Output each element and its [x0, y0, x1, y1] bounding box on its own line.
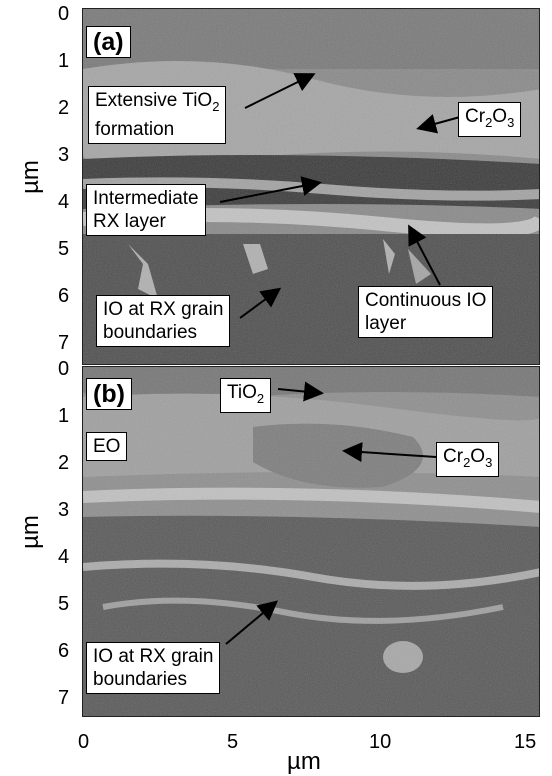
- y-axis-label-b: µm: [16, 515, 44, 549]
- ytick-a-2: 2: [58, 97, 70, 119]
- callout-cr2o3-b: Cr2O3: [436, 442, 500, 477]
- callout-io-grain-b: IO at RX grain boundaries: [86, 642, 221, 694]
- ytick-b-1: 1: [58, 405, 70, 427]
- ytick-a-4: 4: [58, 191, 70, 213]
- callout-tio2-line2: formation: [95, 118, 175, 140]
- ytick-b-0: 0: [58, 358, 70, 380]
- panel-b-label: (b): [86, 378, 132, 410]
- xtick-5: 5: [227, 731, 239, 753]
- xtick-10: 10: [369, 731, 392, 753]
- callout-cr2o3-a: Cr2O3: [458, 102, 522, 137]
- ytick-b-6: 6: [58, 640, 70, 662]
- micrograph-image-b: [83, 367, 539, 716]
- xtick-15: 15: [514, 731, 537, 753]
- callout-cio-line1: Continuous IO: [365, 290, 487, 311]
- callout-tio2-formation: Extensive TiO2 formation: [88, 86, 227, 144]
- callout-continuous-io: Continuous IO layer: [358, 286, 494, 338]
- ytick-a-5: 5: [58, 238, 70, 260]
- x-axis-label: µm: [287, 748, 321, 775]
- y-axis-label-a: µm: [16, 160, 44, 194]
- callout-io-b-line2: boundaries: [93, 669, 188, 690]
- ytick-a-7: 7: [58, 332, 70, 354]
- callout-cio-line2: layer: [365, 313, 407, 334]
- ytick-b-7: 7: [58, 687, 70, 709]
- panel-a-label: (a): [86, 26, 131, 58]
- callout-tio2-b: TiO2: [220, 378, 272, 413]
- callout-io-a-line1: IO at RX grain: [103, 299, 224, 320]
- callout-io-a-line2: boundaries: [103, 322, 198, 343]
- callout-intermediate-rx: Intermediate RX layer: [86, 184, 206, 236]
- ytick-b-2: 2: [58, 452, 70, 474]
- ytick-a-0: 0: [58, 3, 70, 25]
- callout-io-grain-a: IO at RX grain boundaries: [96, 295, 231, 347]
- ytick-b-4: 4: [58, 546, 70, 568]
- callout-tio2-sub: 2: [212, 98, 220, 114]
- callout-rx-line2: RX layer: [93, 211, 166, 232]
- callout-eo: EO: [86, 432, 128, 461]
- callout-rx-line1: Intermediate: [93, 188, 199, 209]
- ytick-a-3: 3: [58, 144, 70, 166]
- callout-tio2-line1: Extensive TiO: [95, 90, 213, 111]
- callout-io-b-line1: IO at RX grain: [93, 646, 214, 667]
- ytick-b-3: 3: [58, 499, 70, 521]
- xtick-0: 0: [78, 731, 90, 753]
- ytick-b-5: 5: [58, 593, 70, 615]
- micrograph-panel-b: [82, 366, 540, 717]
- ytick-a-1: 1: [58, 50, 70, 72]
- ytick-a-6: 6: [58, 285, 70, 307]
